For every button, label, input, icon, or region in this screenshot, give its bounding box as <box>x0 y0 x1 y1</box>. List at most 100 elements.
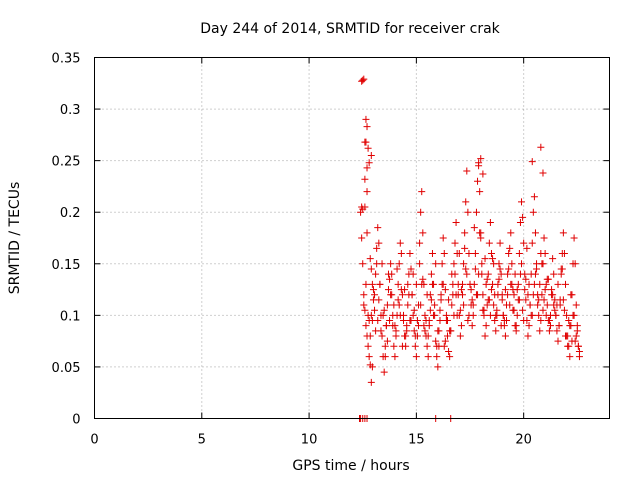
data-point <box>498 291 506 299</box>
y-tick-label: 0 <box>72 413 80 428</box>
data-point <box>537 143 545 151</box>
data-point <box>387 291 395 299</box>
data-point <box>359 260 367 268</box>
data-point <box>492 327 500 335</box>
data-point <box>528 158 536 166</box>
data-point <box>375 239 383 247</box>
data-point <box>575 347 583 355</box>
data-point <box>470 224 478 232</box>
data-point <box>366 332 374 340</box>
data-point <box>523 244 531 252</box>
data-point <box>463 167 471 175</box>
data-point <box>497 270 505 278</box>
data-point <box>394 280 402 288</box>
data-point <box>409 270 417 278</box>
data-point <box>465 311 473 319</box>
x-tick-label: 20 <box>515 433 532 448</box>
data-point <box>468 296 476 304</box>
data-point <box>538 291 546 299</box>
data-point <box>570 234 578 242</box>
data-point <box>518 198 526 206</box>
data-point <box>416 239 424 247</box>
data-point <box>434 327 442 335</box>
y-tick-label: 0.05 <box>52 361 81 376</box>
data-point <box>363 123 371 131</box>
data-point <box>528 239 536 247</box>
data-point <box>376 280 384 288</box>
data-point <box>433 342 441 350</box>
data-point <box>465 249 473 257</box>
data-point <box>550 301 558 309</box>
data-point <box>508 260 516 268</box>
data-point <box>368 363 376 371</box>
data-point <box>402 332 410 340</box>
data-point <box>428 249 436 257</box>
data-point <box>505 249 513 257</box>
data-point <box>428 280 436 288</box>
data-point <box>367 151 375 159</box>
data-point <box>511 270 519 278</box>
data-point <box>573 322 581 330</box>
data-point <box>505 265 513 273</box>
data-point <box>363 229 371 237</box>
data-point <box>363 164 371 172</box>
data-point <box>482 280 490 288</box>
data-point <box>468 322 476 330</box>
data-point <box>530 280 538 288</box>
data-point <box>411 332 419 340</box>
data-point <box>359 205 367 213</box>
data-point <box>469 301 477 309</box>
data-point <box>494 280 502 288</box>
data-point <box>482 322 490 330</box>
data-point <box>363 188 371 196</box>
data-point <box>483 275 491 283</box>
data-point <box>360 75 368 83</box>
data-point <box>507 229 515 237</box>
data-point <box>426 306 434 314</box>
data-point <box>552 311 560 319</box>
data-point <box>540 234 548 242</box>
data-point <box>491 317 499 325</box>
data-point <box>471 265 479 273</box>
data-point <box>384 286 392 294</box>
y-tick-label: 0.15 <box>52 258 81 273</box>
data-point <box>415 322 423 330</box>
data-point <box>416 260 424 268</box>
data-point <box>390 342 398 350</box>
data-point <box>372 327 380 335</box>
data-point <box>535 311 543 319</box>
data-point <box>491 291 499 299</box>
y-tick-label: 0.35 <box>52 52 81 67</box>
data-point <box>424 332 432 340</box>
data-point <box>562 280 570 288</box>
data-point <box>536 327 544 335</box>
data-point <box>358 234 366 242</box>
data-point <box>441 337 449 345</box>
data-point <box>485 239 493 247</box>
data-point <box>521 286 529 294</box>
data-point <box>512 322 520 330</box>
data-point <box>535 296 543 304</box>
y-tick-label: 0.1 <box>60 309 81 324</box>
data-point <box>456 306 464 314</box>
data-point <box>362 138 370 146</box>
data-point <box>419 229 427 237</box>
data-point <box>382 322 390 330</box>
data-point <box>365 159 373 167</box>
data-point <box>434 363 442 371</box>
data-point <box>490 260 498 268</box>
data-point <box>391 322 399 330</box>
data-point <box>374 224 382 232</box>
data-point <box>436 317 444 325</box>
data-point <box>372 270 380 278</box>
data-point <box>501 286 509 294</box>
data-point <box>549 255 557 263</box>
data-point <box>475 270 483 278</box>
data-point <box>362 115 370 123</box>
data-point <box>364 342 372 350</box>
data-point <box>412 280 420 288</box>
data-point <box>421 311 429 319</box>
data-point <box>481 255 489 263</box>
data-point <box>459 280 467 288</box>
data-point <box>445 347 453 355</box>
